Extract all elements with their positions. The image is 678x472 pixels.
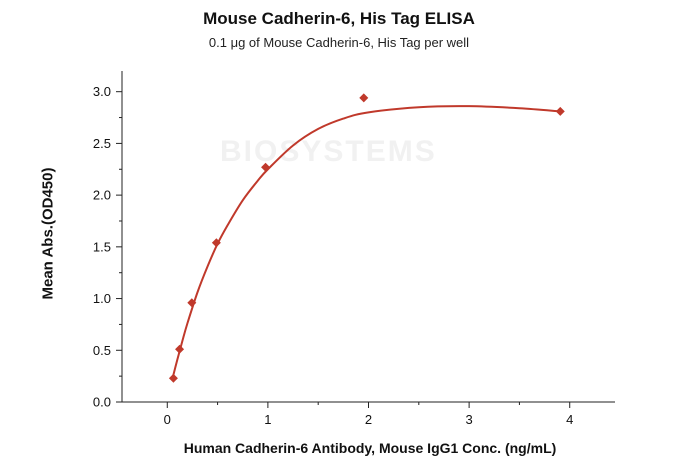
y-tick-label: 3.0: [93, 84, 111, 99]
fit-curve: [171, 105, 560, 380]
x-tick-label: 3: [465, 412, 472, 427]
data-point-marker: [175, 344, 185, 354]
data-point-marker: [211, 238, 221, 248]
y-tick-label: 1.0: [93, 291, 111, 306]
data-point-marker: [261, 162, 271, 172]
y-tick-label: 1.5: [93, 239, 111, 254]
y-tick-label: 2.0: [93, 188, 111, 203]
y-tick-label: 0.0: [93, 395, 111, 410]
data-point-marker: [168, 373, 178, 383]
x-tick-label: 0: [164, 412, 171, 427]
y-tick-label: 2.5: [93, 136, 111, 151]
x-tick-label: 1: [264, 412, 271, 427]
watermark: BIOSYSTEMS: [220, 135, 437, 168]
chart-subtitle: 0.1 μg of Mouse Cadherin-6, His Tag per …: [208, 35, 470, 50]
chart-title: Mouse Cadherin-6, His Tag ELISA: [203, 9, 475, 28]
data-point-marker: [555, 106, 565, 116]
x-axis-label: Human Cadherin-6 Antibody, Mouse IgG1 Co…: [183, 440, 557, 456]
x-tick-label: 2: [365, 412, 372, 427]
y-axis-label: Mean Abs.(OD450): [39, 167, 57, 300]
y-tick-label: 0.5: [93, 343, 111, 358]
x-tick-label: 4: [566, 412, 573, 427]
data-point-marker: [359, 93, 369, 103]
data-point-marker: [187, 298, 197, 308]
